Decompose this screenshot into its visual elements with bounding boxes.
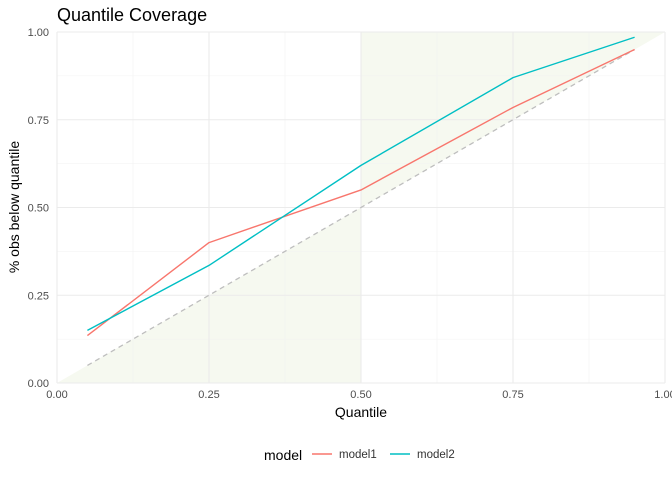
series-line-model1 [86,48,635,337]
x-axis-label: Quantile [335,404,387,420]
x-tick-labels: 0.00 0.25 0.50 0.75 1.00 [46,389,672,401]
y-tick-label: 0.25 [28,290,49,302]
x-tick-label: 0.00 [46,389,67,401]
legend: model model1 model2 [264,447,455,463]
y-axis-label: % obs below quantile [6,141,22,274]
x-tick-label: 1.00 [654,389,672,401]
y-tick-label: 0.50 [28,203,49,215]
y-tick-label: 0.00 [28,378,49,390]
y-tick-label: 1.00 [28,27,49,39]
x-tick-label: 0.25 [198,389,219,401]
reference-line [87,48,635,367]
series-lines [86,36,635,337]
reference-line-group [87,48,635,367]
chart-title: Quantile Coverage [57,5,207,25]
legend-label-model1: model1 [339,449,377,461]
legend-title: model [264,447,302,463]
series-line-model2 [87,36,635,331]
x-tick-label: 0.75 [502,389,523,401]
x-tick-label: 0.50 [350,389,371,401]
legend-label-model2: model2 [417,449,455,461]
y-tick-label: 0.75 [28,115,49,127]
y-tick-labels: 0.00 0.25 0.50 0.75 1.00 [28,27,49,390]
